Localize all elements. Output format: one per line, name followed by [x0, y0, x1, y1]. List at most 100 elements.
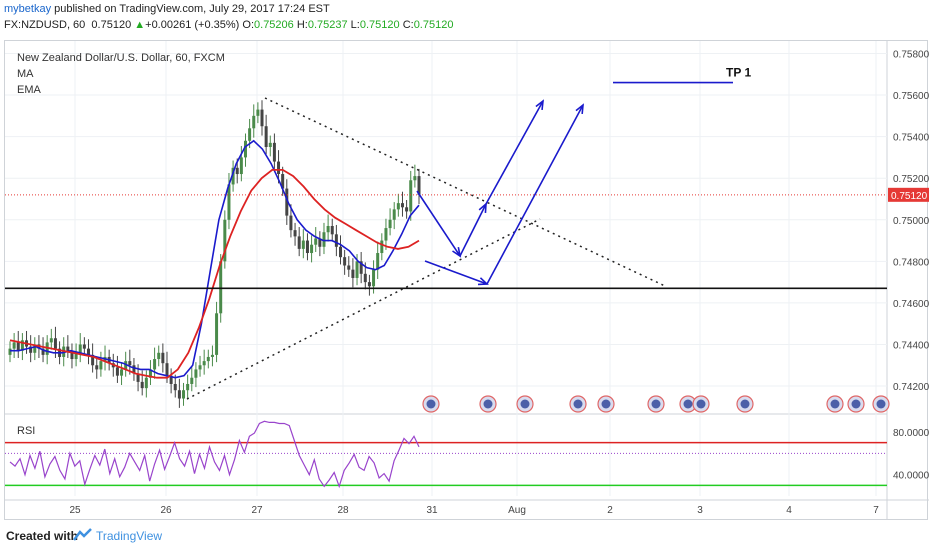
- economic-event-flag-icon: [520, 399, 530, 409]
- c-value: 0.75120: [413, 19, 454, 31]
- price-tick-label: 0.74600: [893, 299, 929, 310]
- candle-body: [347, 265, 351, 270]
- economic-event-flag-icon: [683, 399, 693, 409]
- candle-body: [136, 373, 140, 382]
- footer: Created with TradingView: [0, 520, 932, 550]
- candle-body: [400, 203, 404, 208]
- candle-body: [405, 207, 409, 212]
- o-label: O:: [242, 19, 255, 31]
- candle-body: [301, 240, 305, 249]
- economic-event-flag-icon: [483, 399, 493, 409]
- candle-body: [223, 219, 227, 262]
- projection-arrow-target-1: [485, 100, 544, 205]
- price-tick-label: 0.75000: [893, 216, 929, 227]
- candle-body: [144, 377, 148, 389]
- lower-trendline: [186, 218, 541, 400]
- candle-body: [194, 369, 198, 378]
- time-tick-label: 7: [873, 505, 879, 516]
- candle-body: [140, 381, 144, 389]
- time-tick-label: 4: [786, 505, 792, 516]
- candle-body: [231, 167, 235, 185]
- candle-body: [202, 361, 206, 366]
- candle-body: [243, 140, 247, 158]
- rsi-tick-label: 40.0000: [893, 471, 929, 482]
- candle-body: [380, 240, 384, 254]
- candle-body: [165, 363, 169, 376]
- candle-body: [372, 269, 376, 287]
- candle-body: [409, 180, 413, 212]
- candle-body: [173, 383, 177, 391]
- candle-body: [128, 361, 132, 366]
- ema-legend[interactable]: EMA: [17, 84, 41, 96]
- candle-body: [392, 209, 396, 220]
- author-link[interactable]: mybetkay: [4, 3, 52, 15]
- publish-info: mybetkay published on TradingView.com, J…: [4, 3, 330, 15]
- chart-canvas[interactable]: 0.74200 0.74400 0.74600 0.74800 0.75000 0.752…: [5, 41, 929, 521]
- candle-body: [70, 350, 74, 360]
- h-label: H:: [296, 19, 308, 31]
- last-price-tag: [888, 187, 929, 202]
- candle-body: [53, 338, 57, 349]
- ma-series-line: [10, 139, 420, 379]
- tradingview-logo-icon: [73, 528, 92, 541]
- candle-body: [132, 365, 136, 374]
- candle-body: [355, 261, 359, 278]
- price-tick-label: 0.75600: [893, 91, 929, 102]
- candle-body: [29, 346, 33, 353]
- candle-body: [272, 142, 276, 162]
- candle-body: [363, 273, 367, 283]
- footer-brand-link[interactable]: TradingView: [96, 529, 163, 543]
- candle-body: [248, 128, 252, 141]
- candle-body: [256, 109, 260, 116]
- candle-body: [314, 238, 318, 245]
- candle-body: [206, 356, 210, 362]
- economic-event-flag-icon: [851, 399, 861, 409]
- time-tick-label: 28: [337, 505, 349, 516]
- candle-body: [384, 228, 388, 241]
- candle-body: [20, 340, 24, 351]
- candle-body: [376, 253, 380, 270]
- time-tick-label: Aug: [508, 505, 526, 516]
- candle-body: [339, 246, 343, 258]
- candle-body: [49, 338, 53, 343]
- candle-body: [95, 365, 99, 370]
- h-value: 0.75237: [307, 19, 348, 31]
- price-tick-label: 0.75800: [893, 49, 929, 60]
- candle-body: [161, 352, 165, 364]
- candle-body: [268, 142, 272, 148]
- up-triangle-icon: ▲: [134, 19, 146, 31]
- time-tick-label: 2: [607, 505, 613, 516]
- candle-body: [219, 261, 223, 314]
- candle-body: [260, 109, 264, 127]
- economic-event-flag-icon: [740, 399, 750, 409]
- upper-trendline: [264, 97, 666, 287]
- candle-body: [322, 232, 326, 247]
- candle-body: [227, 184, 231, 220]
- time-tick-label: 31: [426, 505, 438, 516]
- candle-body: [330, 226, 334, 235]
- time-tick-label: 3: [697, 505, 703, 516]
- candle-body: [8, 348, 12, 355]
- l-label: L:: [350, 19, 360, 31]
- candle-body: [99, 361, 103, 370]
- projection-arrow-target-2: [486, 104, 584, 285]
- candle-body: [182, 390, 186, 399]
- economic-event-flag-icon: [651, 399, 661, 409]
- candle-body: [190, 377, 194, 384]
- candle-body: [318, 238, 322, 247]
- candle-body: [33, 344, 37, 353]
- price-tick-label: 0.74200: [893, 382, 929, 393]
- candle-body: [326, 226, 330, 233]
- candle-body: [289, 215, 293, 231]
- projection-arrow-up-1: [459, 203, 487, 257]
- projection-arrow-target-2-head: [575, 103, 584, 115]
- candle-body: [285, 188, 289, 216]
- chart-frame[interactable]: 0.74200 0.74400 0.74600 0.74800 0.75000 0.752…: [4, 40, 929, 521]
- projection-arrow-target-1-head: [535, 99, 544, 111]
- ma-legend[interactable]: MA: [17, 68, 34, 80]
- candle-body: [396, 203, 400, 210]
- tp1-label: TP 1: [726, 66, 751, 80]
- rsi-legend[interactable]: RSI: [17, 425, 36, 437]
- c-label: C:: [402, 19, 414, 31]
- candle-body: [177, 390, 181, 399]
